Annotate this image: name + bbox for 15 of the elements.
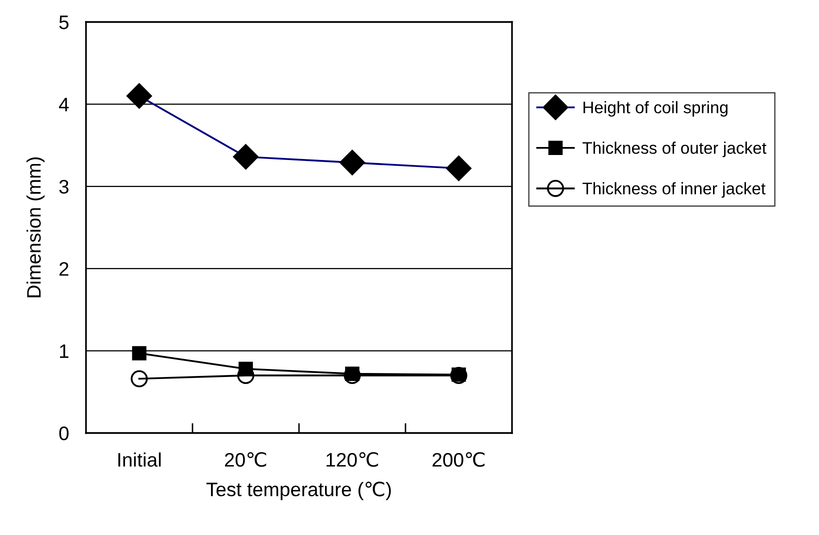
y-tick-label: 1 bbox=[60, 344, 68, 358]
legend-label: Thickness of inner jacket bbox=[582, 182, 766, 198]
y-tick-label: 5 bbox=[59, 16, 69, 30]
x-tick-label: 200℃ bbox=[432, 452, 485, 467]
legend-label: Thickness of outer jacket bbox=[582, 142, 766, 158]
y-tick-label: 3 bbox=[59, 180, 68, 194]
x-tick-label: 120℃ bbox=[326, 452, 378, 467]
x-tick-label: 20℃ bbox=[224, 452, 266, 467]
x-tick-label: Initial bbox=[118, 452, 161, 467]
y-axis-title: Dimension (mm) bbox=[26, 157, 45, 298]
legend-label: Height of coil spring bbox=[584, 101, 728, 117]
x-axis-title: Test temperature (℃) bbox=[206, 482, 391, 500]
y-tick-label: 0 bbox=[59, 426, 69, 440]
y-tick-label: 2 bbox=[60, 262, 68, 276]
y-tick-label: 4 bbox=[58, 98, 69, 112]
